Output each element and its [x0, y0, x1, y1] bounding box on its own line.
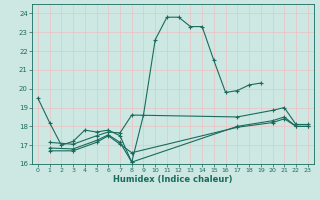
X-axis label: Humidex (Indice chaleur): Humidex (Indice chaleur): [113, 175, 233, 184]
